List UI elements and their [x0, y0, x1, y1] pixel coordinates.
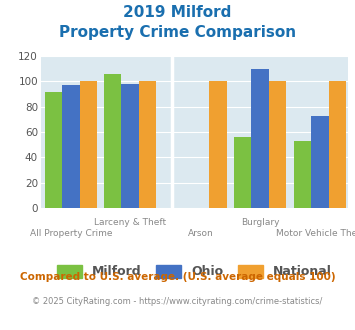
Text: Arson: Arson — [187, 229, 213, 238]
Bar — [294, 141, 311, 208]
Text: © 2025 CityRating.com - https://www.cityrating.com/crime-statistics/: © 2025 CityRating.com - https://www.city… — [32, 297, 323, 306]
Text: Compared to U.S. average. (U.S. average equals 100): Compared to U.S. average. (U.S. average … — [20, 272, 335, 282]
Bar — [121, 84, 139, 208]
Bar — [80, 82, 98, 208]
Text: Larceny & Theft: Larceny & Theft — [94, 218, 166, 227]
Text: Property Crime Comparison: Property Crime Comparison — [59, 25, 296, 40]
Text: Motor Vehicle Theft: Motor Vehicle Theft — [276, 229, 355, 238]
Bar — [62, 85, 80, 208]
Bar — [45, 91, 62, 208]
Text: Burglary: Burglary — [241, 218, 279, 227]
Bar — [139, 82, 157, 208]
Bar — [104, 74, 121, 208]
Bar — [329, 82, 346, 208]
Bar — [251, 69, 269, 208]
Legend: Milford, Ohio, National: Milford, Ohio, National — [51, 260, 337, 283]
Bar — [209, 82, 226, 208]
Text: 2019 Milford: 2019 Milford — [123, 5, 232, 20]
Bar — [234, 137, 251, 208]
Bar — [269, 82, 286, 208]
Text: All Property Crime: All Property Crime — [30, 229, 113, 238]
Bar — [311, 115, 329, 208]
